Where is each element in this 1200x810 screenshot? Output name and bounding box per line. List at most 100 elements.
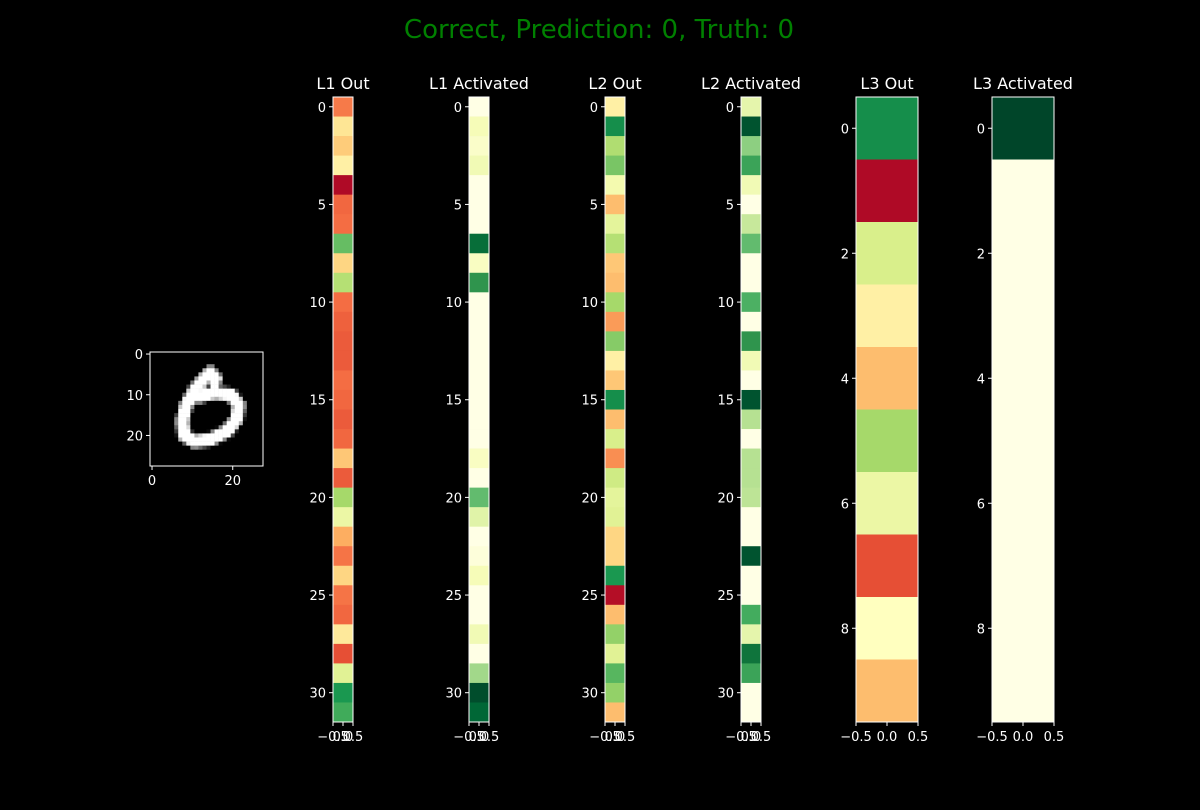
heatmap-cell [469,331,489,352]
heatmap-cell [333,468,353,489]
pixel [182,376,187,381]
x-tick-label: 0.0 [877,730,898,745]
pixel [218,449,223,455]
y-tick-label: 5 [454,198,462,213]
pixel [258,457,264,463]
pixel [242,388,248,394]
pixel [166,388,171,394]
pixel [250,445,256,451]
heatmap-cell [469,507,489,528]
pixel [214,421,219,426]
y-tick-label: 20 [717,491,734,506]
pixel [222,396,227,402]
pixel [242,445,248,451]
heatmap-cell [992,222,1054,285]
pixel [250,396,256,402]
pixel [170,425,175,430]
pixel [206,433,211,438]
pixel [246,352,252,357]
pixel [202,396,207,402]
pixel [254,404,260,410]
y-tick-label: 20 [309,491,326,506]
pixel [234,392,240,398]
pixel [154,404,159,410]
pixel [190,437,195,442]
pixel [254,437,260,442]
pixel [254,392,260,398]
pixel [226,457,232,463]
pixel [158,409,163,414]
pixel [226,380,232,385]
y-tick-label: 0 [590,101,598,116]
pixel [202,449,207,455]
pixel [210,396,215,402]
heatmap-cell [469,136,489,156]
pixel [206,417,211,422]
pixel [254,409,260,414]
pixel [170,396,175,402]
pixel [198,388,203,394]
y-tick-label: 2 [841,247,849,262]
pixel [222,433,227,438]
pixel [234,429,240,434]
pixel [226,417,232,422]
pixel [210,360,215,365]
pixel [154,457,159,463]
pixel [230,396,236,402]
pixel [178,352,183,357]
y-tick-label: 0 [135,348,143,363]
pixel [246,380,252,385]
panel-title: L1 Activated [429,74,529,93]
pixel [246,396,252,402]
pixel [198,421,203,426]
pixel [182,392,187,398]
pixel [154,360,159,365]
pixel [258,445,264,451]
pixel [198,409,203,414]
pixel [246,400,252,406]
pixel [218,404,223,410]
heatmap-cell [469,624,489,645]
pixel [178,449,183,455]
pixel [158,380,163,385]
pixel [166,453,171,459]
pixel [150,396,155,402]
pixel [190,425,195,430]
pixel [230,368,236,373]
heatmap-cell [333,116,353,137]
pixel [174,384,179,389]
pixel [234,433,240,438]
heatmap-cell [469,350,489,371]
pixel [174,421,179,426]
pixel [234,425,240,430]
pixel [186,429,191,434]
pixel [154,429,159,434]
pixel [258,380,264,385]
pixel [154,453,159,459]
pixel [206,368,211,373]
pixel [178,364,183,369]
pixel [158,417,163,422]
pixel [214,449,219,455]
pixel [258,425,264,430]
y-tick-label: 8 [977,622,985,637]
pixel [242,400,248,406]
pixel [250,413,256,418]
y-tick-label: 25 [581,589,598,604]
pixel [214,429,219,434]
pixel [250,376,256,381]
pixel [170,421,175,426]
heatmap-cell [605,272,625,293]
pixel [214,352,219,357]
heatmap-cell [992,159,1054,223]
pixel [242,409,248,414]
pixel [250,425,256,430]
pixel [234,352,240,357]
pixel [154,421,159,426]
pixel [206,437,211,442]
pixel [158,457,163,463]
pixel [218,437,223,442]
pixel [194,457,199,463]
pixel [230,404,236,410]
pixel [174,417,179,422]
